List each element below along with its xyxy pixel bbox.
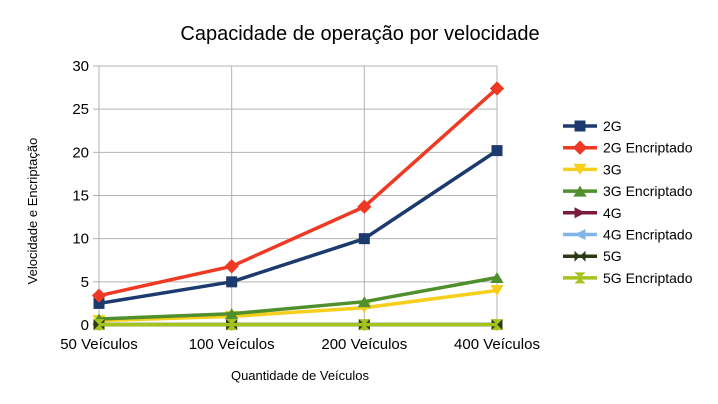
legend-marker-3 (573, 185, 587, 197)
series-line-0 (98, 149, 498, 306)
series-line-1 (98, 87, 499, 298)
legend-item-7: 5G Encriptado (563, 270, 693, 286)
legend: 2G 2G Encriptado 3G 3G Encriptado 4G 4G Encri… (563, 118, 693, 286)
legend-label-5: 4G Encriptado (603, 227, 693, 243)
series-line-3 (98, 275, 498, 321)
gridlines (98, 65, 498, 326)
y-tick-label-15: 15 (72, 188, 89, 205)
legend-item-1: 2G Encriptado (563, 140, 693, 156)
legend-marker-4 (574, 207, 586, 219)
legend-item-5: 4G Encriptado (563, 227, 693, 243)
legend-marker-1 (572, 140, 588, 155)
point-1-3 (489, 81, 505, 96)
point-7-0 (93, 319, 105, 331)
y-tick-labels: 0 5 10 15 20 25 30 (72, 58, 89, 334)
legend-marker-2 (573, 163, 587, 175)
point-0-2 (358, 233, 370, 245)
legend-item-6: 5G (563, 248, 622, 264)
x-tick-label-2: 200 Veículos (321, 336, 407, 353)
legend-label-1: 2G Encriptado (603, 140, 693, 156)
x-tick-label-3: 400 Veículos (454, 336, 540, 353)
point-3-1 (225, 308, 239, 320)
point-1-1 (224, 259, 239, 274)
series-1 (91, 81, 505, 303)
y-tick-label-25: 25 (72, 101, 89, 118)
point-0-1 (226, 276, 238, 288)
y-axis-label: Velocidade e Encriptação (25, 138, 40, 285)
legend-marker-6 (574, 250, 586, 262)
legend-label-3: 3G Encriptado (603, 183, 693, 199)
x-tick-label-0: 50 Veículos (60, 336, 138, 353)
y-tick-label-10: 10 (72, 231, 89, 248)
series-0 (93, 145, 503, 309)
point-2-3 (490, 284, 504, 296)
legend-marker-5 (574, 229, 586, 240)
legend-label-2: 3G (603, 161, 622, 177)
axes (93, 65, 498, 331)
x-tick-label-1: 100 Veículos (189, 336, 275, 353)
series-group (91, 81, 505, 331)
legend-item-3: 3G Encriptado (563, 183, 693, 199)
chart-title: Capacidade de operação por velocidade (180, 23, 539, 45)
y-tick-label-0: 0 (81, 317, 89, 334)
series-line-2 (98, 288, 498, 323)
legend-label-4: 4G (603, 205, 622, 221)
x-tick-labels: 50 Veículos 100 Veículos 200 Veículos 400 V… (60, 336, 540, 353)
legend-label-6: 5G (603, 248, 622, 264)
series-2 (92, 284, 504, 327)
point-7-3 (491, 319, 503, 331)
series-7 (93, 319, 503, 331)
legend-label-0: 2G (603, 118, 622, 134)
legend-label-7: 5G Encriptado (603, 270, 693, 286)
point-7-1 (226, 319, 238, 331)
point-0-0 (93, 297, 105, 309)
legend-item-4: 4G (563, 205, 622, 221)
y-tick-label-20: 20 (72, 144, 89, 161)
legend-marker-7 (574, 272, 586, 284)
legend-item-2: 3G (563, 161, 622, 177)
y-tick-label-30: 30 (72, 58, 89, 75)
point-0-3 (491, 145, 503, 157)
point-3-2 (357, 296, 371, 308)
point-1-2 (357, 199, 372, 214)
point-1-0 (91, 288, 107, 303)
legend-marker-0 (574, 120, 586, 132)
legend-item-0: 2G (563, 118, 622, 134)
x-axis-label: Quantidade de Veículos (231, 368, 370, 383)
y-tick-label-5: 5 (81, 274, 89, 291)
point-3-3 (490, 272, 504, 284)
point-7-2 (358, 319, 370, 331)
series-3 (92, 272, 504, 325)
